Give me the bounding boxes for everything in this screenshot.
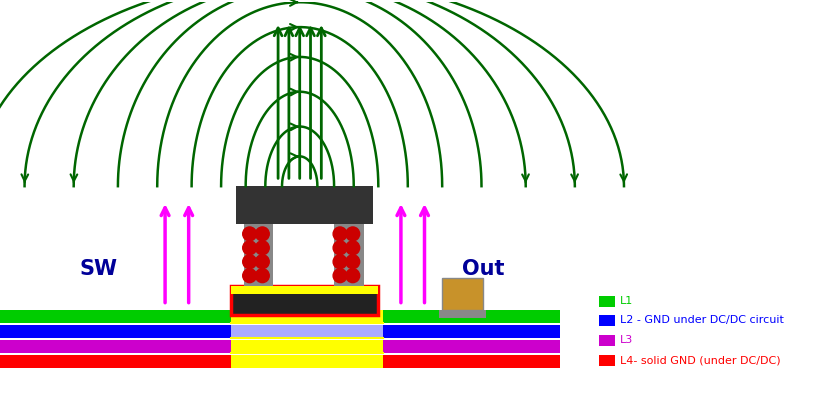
- Circle shape: [346, 269, 359, 283]
- Text: L2 - GND under DC/DC circuit: L2 - GND under DC/DC circuit: [620, 316, 784, 326]
- Text: L3: L3: [620, 335, 634, 345]
- Bar: [0, 340, 560, 353]
- Circle shape: [255, 255, 269, 269]
- Bar: [439, 310, 486, 318]
- Bar: [244, 224, 274, 286]
- Circle shape: [255, 227, 269, 241]
- Bar: [231, 355, 383, 368]
- Bar: [442, 278, 484, 310]
- Bar: [599, 355, 616, 366]
- Text: L1: L1: [620, 295, 634, 306]
- Circle shape: [346, 227, 359, 241]
- Bar: [334, 224, 363, 286]
- Bar: [231, 310, 383, 324]
- Circle shape: [346, 241, 359, 255]
- Bar: [231, 286, 378, 316]
- Circle shape: [333, 227, 347, 241]
- Circle shape: [333, 255, 347, 269]
- Text: Out: Out: [461, 259, 504, 279]
- Circle shape: [243, 227, 256, 241]
- Bar: [0, 310, 560, 324]
- Bar: [0, 355, 560, 368]
- Circle shape: [243, 269, 256, 283]
- Circle shape: [255, 241, 269, 255]
- Bar: [236, 186, 373, 224]
- Bar: [231, 286, 378, 293]
- Text: SW: SW: [79, 259, 117, 279]
- Circle shape: [333, 269, 347, 283]
- Bar: [599, 316, 616, 326]
- Circle shape: [243, 241, 256, 255]
- Circle shape: [255, 269, 269, 283]
- Text: L4- solid GND (under DC/DC): L4- solid GND (under DC/DC): [620, 355, 780, 365]
- Bar: [599, 295, 616, 307]
- Bar: [599, 335, 616, 346]
- Bar: [231, 326, 383, 338]
- Bar: [0, 326, 560, 338]
- Circle shape: [243, 255, 256, 269]
- Circle shape: [333, 241, 347, 255]
- Bar: [231, 340, 383, 353]
- Circle shape: [346, 255, 359, 269]
